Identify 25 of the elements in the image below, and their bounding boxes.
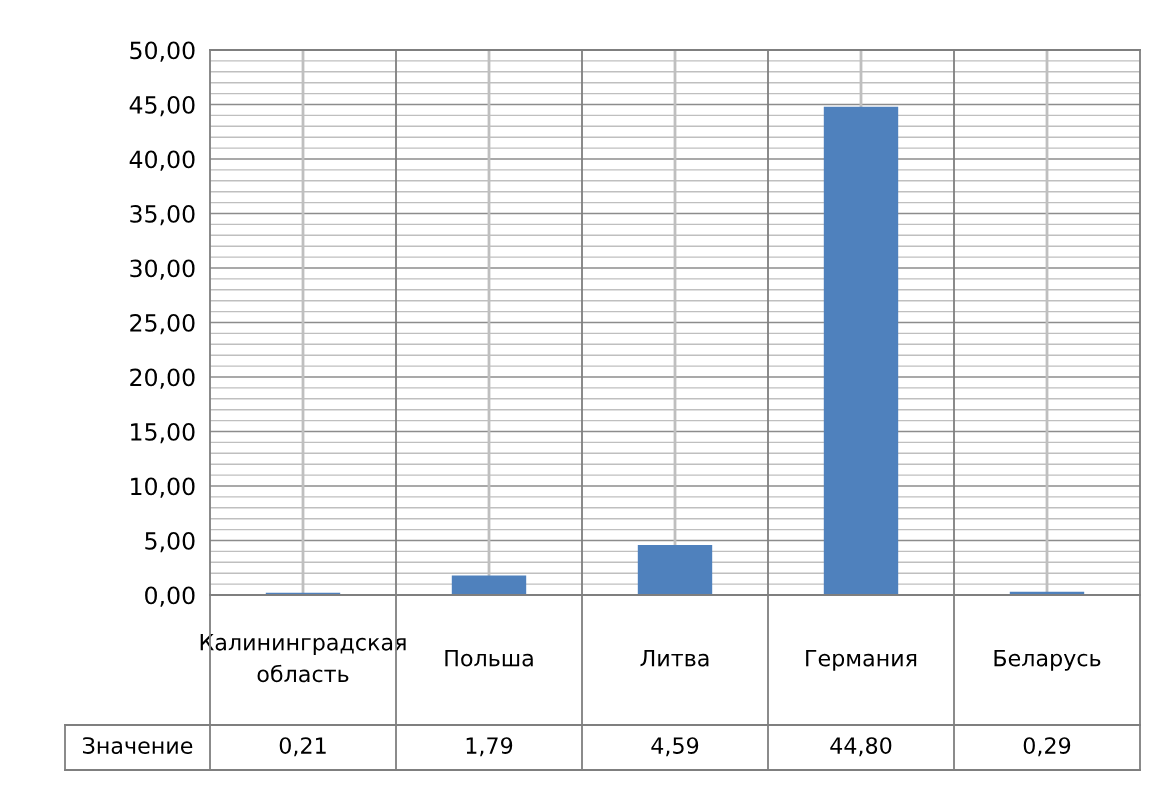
data-label: 1,79 (466, 737, 513, 757)
y-tick-label: 5,00 (145, 531, 195, 553)
data-label: 44,80 (830, 737, 892, 757)
y-tick-label: 15,00 (131, 422, 195, 444)
y-tick-label: 45,00 (129, 95, 195, 117)
y-tick-label: 50,00 (130, 41, 195, 62)
y-tick-label: 20,00 (130, 368, 195, 389)
y-tick-label: 25,00 (130, 313, 195, 335)
y-tick-label: 30,00 (130, 259, 195, 280)
x-tick-label: Германия (806, 649, 917, 671)
x-tick-label: Беларусь (994, 649, 1101, 671)
data-label: 0,21 (279, 737, 326, 757)
y-tick-label: 0,00 (145, 586, 195, 607)
text: Значение (83, 737, 193, 754)
data-label: 0,29 (1023, 737, 1071, 757)
bar (637, 544, 713, 595)
bar (451, 575, 527, 595)
y-tick-label: 40,00 (129, 150, 195, 171)
y-tick-label: 10,00 (131, 477, 195, 498)
data-label: 4,59 (651, 737, 699, 757)
y-tick-label: 35,00 (130, 204, 195, 226)
x-tick-label: Калининградская область (200, 634, 406, 683)
x-tick-label: Литва (640, 649, 709, 667)
x-tick-label: Польша (445, 649, 533, 667)
bar (823, 106, 899, 595)
